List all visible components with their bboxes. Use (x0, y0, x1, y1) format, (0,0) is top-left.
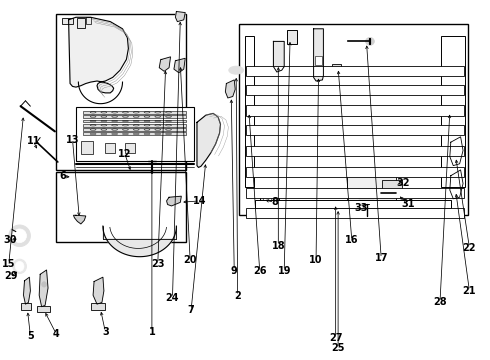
Bar (382, 180, 402, 189)
Bar (83, 128, 186, 131)
Bar (287, 30, 297, 44)
Text: 12: 12 (118, 149, 132, 159)
Bar (83, 120, 186, 122)
Polygon shape (103, 226, 176, 257)
Text: 25: 25 (331, 343, 345, 354)
Text: 27: 27 (329, 333, 343, 343)
Text: 5: 5 (27, 330, 34, 341)
Bar (246, 85, 464, 95)
Polygon shape (450, 137, 463, 166)
Polygon shape (273, 41, 284, 72)
Bar (76, 107, 194, 161)
Polygon shape (175, 12, 185, 22)
Bar (246, 146, 464, 156)
Ellipse shape (42, 282, 47, 287)
Bar (83, 132, 186, 135)
Bar (21, 303, 31, 310)
Text: 16: 16 (345, 235, 359, 246)
Text: 8: 8 (271, 197, 278, 207)
Bar (332, 64, 341, 72)
Bar (125, 143, 135, 153)
Text: 32: 32 (396, 178, 410, 188)
Text: 18: 18 (271, 240, 285, 251)
Text: 21: 21 (463, 286, 476, 296)
Bar (37, 306, 50, 312)
Bar (246, 167, 464, 177)
Bar (83, 111, 186, 114)
Polygon shape (69, 17, 128, 93)
Bar (83, 124, 186, 127)
Text: 28: 28 (433, 297, 447, 307)
Text: 3: 3 (102, 327, 109, 337)
Polygon shape (74, 215, 86, 224)
Bar (246, 188, 464, 198)
Bar (62, 18, 73, 24)
Text: 19: 19 (277, 266, 291, 276)
Ellipse shape (15, 261, 24, 271)
Text: 17: 17 (374, 253, 388, 264)
Ellipse shape (395, 189, 400, 196)
Text: 13: 13 (66, 135, 79, 145)
Bar (246, 208, 464, 218)
Polygon shape (167, 196, 181, 206)
Bar (255, 200, 451, 208)
Bar (260, 194, 279, 205)
Ellipse shape (366, 37, 374, 45)
Text: 29: 29 (4, 271, 18, 282)
Bar (56, 172, 186, 242)
Text: 14: 14 (193, 196, 207, 206)
Text: 23: 23 (151, 258, 165, 269)
Bar (77, 18, 85, 28)
Bar (239, 24, 468, 215)
Polygon shape (93, 277, 104, 304)
Text: 24: 24 (166, 293, 179, 303)
Bar (263, 196, 271, 202)
Circle shape (9, 225, 30, 247)
Bar (83, 115, 186, 118)
Polygon shape (39, 270, 48, 307)
Text: 1: 1 (148, 327, 155, 337)
Bar (86, 17, 91, 24)
Text: 30: 30 (3, 235, 17, 246)
Text: 31: 31 (401, 199, 415, 210)
Bar (347, 176, 396, 204)
Text: 6: 6 (59, 171, 66, 181)
Text: 11: 11 (26, 136, 40, 146)
Polygon shape (174, 58, 185, 73)
Polygon shape (24, 277, 30, 304)
Polygon shape (197, 113, 220, 167)
Bar (105, 143, 115, 153)
Text: 33: 33 (355, 203, 368, 213)
Bar (91, 303, 105, 310)
Text: 20: 20 (183, 255, 197, 265)
Bar (246, 105, 464, 116)
Text: 9: 9 (231, 266, 238, 276)
Bar (246, 66, 464, 76)
Bar (245, 36, 254, 187)
Polygon shape (225, 80, 235, 98)
Text: 2: 2 (234, 291, 241, 301)
Text: 7: 7 (188, 305, 195, 315)
Bar (56, 14, 186, 170)
Ellipse shape (229, 66, 244, 74)
Polygon shape (159, 57, 171, 71)
Bar (441, 36, 465, 187)
Bar (246, 125, 464, 135)
Text: 15: 15 (2, 258, 16, 269)
Circle shape (13, 229, 26, 243)
Polygon shape (314, 29, 323, 81)
Text: 10: 10 (309, 255, 323, 265)
Circle shape (359, 192, 374, 206)
Bar (81, 141, 93, 154)
Bar (315, 56, 322, 65)
Text: 4: 4 (53, 329, 60, 339)
Ellipse shape (13, 259, 26, 274)
Polygon shape (450, 170, 463, 199)
Text: 22: 22 (463, 243, 476, 253)
Text: 26: 26 (253, 266, 267, 276)
